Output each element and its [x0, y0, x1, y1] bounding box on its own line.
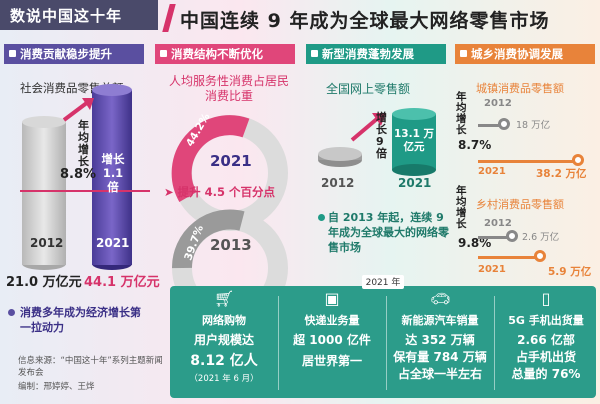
stat-value-line1: 用户规模达 [193, 333, 254, 347]
rural-year-2021: 2021 [478, 264, 506, 275]
stat-category: 新能源汽车销量 [401, 314, 479, 327]
rise-points-text: 提升 4.5 个百分点 [177, 185, 276, 199]
urban-line-2021 [478, 160, 574, 163]
highlights-panel [170, 286, 596, 398]
rural-dot-2021 [534, 250, 546, 262]
section-tab-consumption: 消费贡献稳步提升 [4, 44, 144, 64]
stat-value-line2: 8.12 亿人 [190, 353, 258, 369]
cart-icon: 🛒︎ [214, 289, 235, 308]
brand-title: 数说中国这十年 [10, 7, 123, 25]
bar-2021 [92, 90, 132, 265]
online-year-2021: 2021 [398, 176, 432, 190]
consumption-note: 消费多年成为经济增长第一拉动力 [8, 305, 148, 335]
panel-year-label: 2021 年 [362, 275, 404, 289]
rural-line-2012 [478, 236, 508, 239]
stat-online-shopping: 🛒︎ 网络购物 用户规模达 8.12 亿人 （2021 年 6 月） [172, 290, 276, 396]
stat-value-line3: 占全球一半左右 [397, 367, 482, 381]
rural-growth-value: 9.8% [458, 236, 492, 250]
urban-year-2012: 2012 [484, 98, 512, 109]
urban-value-2012: 18 万亿 [516, 120, 551, 131]
stat-value-line2: 占手机出货 [515, 350, 576, 364]
urban-dot-2012 [498, 118, 510, 130]
urban-value-2021: 38.2 万亿 [536, 168, 587, 180]
bar-2021-top [92, 84, 132, 96]
rural-growth-label: 年均增长 [456, 185, 467, 230]
box-icon: ▣ [324, 289, 340, 308]
brand-banner: 数说中国这十年 [0, 0, 158, 30]
page-title: 中国连续 9 年成为全球最大网络零售市场 [180, 6, 590, 33]
urban-growth-value: 8.7% [458, 138, 492, 152]
baseline-marker [20, 190, 150, 192]
rural-value-2021: 5.9 万亿 [548, 266, 592, 278]
value-2012: 21.0 万亿元 [6, 275, 82, 290]
service-consumption-title: 人均服务性消费占居民消费比重 [168, 74, 289, 103]
stat-5g-phones: ▯ 5G 手机出货量 2.66 亿部 占手机出货 总量的 76% [496, 290, 596, 396]
urban-year-2021: 2021 [478, 166, 506, 177]
stat-category: 网络购物 [202, 314, 246, 327]
stat-category: 5G 手机出货量 [508, 314, 584, 327]
urban-growth-label: 年均增长 [456, 91, 467, 136]
bar-2012-top [22, 116, 66, 128]
urban-dot-2021 [572, 154, 584, 166]
rural-year-2012: 2012 [484, 218, 512, 229]
car-icon: 🚗︎ [430, 289, 451, 308]
source-note: 信息来源：“中国这十年”系列主题新闻发布会 [18, 356, 163, 378]
urban-line-2012 [478, 124, 500, 127]
section-tab-urban-rural: 城乡消费协调发展 [455, 44, 595, 64]
rural-value-2012: 2.6 万亿 [522, 232, 560, 243]
stat-express: ▣ 快递业务量 超 1000 亿件 居世界第一 [280, 290, 384, 396]
section-tab-structure: 消费结构不断优化 [155, 44, 295, 64]
divider [494, 296, 495, 390]
stat-nev-sales: 🚗︎ 新能源汽车销量 达 352 万辆 保有量 784 万辆 占全球一半左右 [388, 290, 492, 396]
rural-title: 乡村消费品零售额 [476, 198, 564, 211]
year-2021-label: 2021 [96, 236, 130, 250]
urban-title: 城镇消费品零售额 [476, 82, 564, 95]
rural-line-2021 [478, 256, 536, 259]
stat-value-line1: 达 352 万辆 [405, 333, 475, 347]
online-growth-label: 增长 9 倍 [376, 111, 387, 160]
phone-icon: ▯ [541, 289, 551, 308]
stat-value-line1: 2.66 亿部 [517, 333, 575, 347]
rise-points: ➤ 提升 4.5 个百分点 [164, 185, 276, 199]
bar-2012 [22, 122, 66, 265]
disk-2012 [318, 147, 362, 167]
online-value-2021: 13.1 万亿元 [393, 128, 435, 153]
year-2012-label: 2012 [30, 236, 64, 250]
stat-value-line2: 居世界第一 [301, 354, 362, 368]
growth-value: 8.8% [60, 167, 97, 182]
value-2021: 44.1 万亿元 [84, 275, 160, 290]
divider [386, 296, 387, 390]
stat-category: 快递业务量 [304, 314, 360, 327]
stat-value-line2: 保有量 784 万辆 [393, 350, 487, 364]
online-growth-arrow-icon [350, 113, 386, 142]
ring-year-2013: 2013 [210, 236, 252, 254]
stat-footnote: （2021 年 6 月） [189, 374, 259, 384]
editor-credit: 编制：邢婷婷、王烨 [18, 382, 95, 392]
rural-dot-2012 [506, 230, 518, 242]
multiple-label: 增长 1.1 倍 [101, 152, 125, 194]
divider [278, 296, 279, 390]
stat-value-line3: 总量的 76% [511, 367, 581, 381]
section-tab-new-consumption: 新型消费蓬勃发展 [306, 44, 446, 64]
online-year-2012: 2012 [321, 176, 355, 190]
cylinder-2021 [392, 108, 436, 176]
online-note: 自 2013 年起，连续 9 年成为全球最大的网络零售市场 [318, 210, 450, 255]
growth-arrow-icon [62, 98, 94, 122]
online-retail-title: 全国网上零售额 [326, 82, 411, 96]
ring-year-2021: 2021 [210, 152, 252, 170]
growth-label: 年均增长 [78, 119, 89, 168]
stat-value-line1: 超 1000 亿件 [293, 333, 371, 347]
